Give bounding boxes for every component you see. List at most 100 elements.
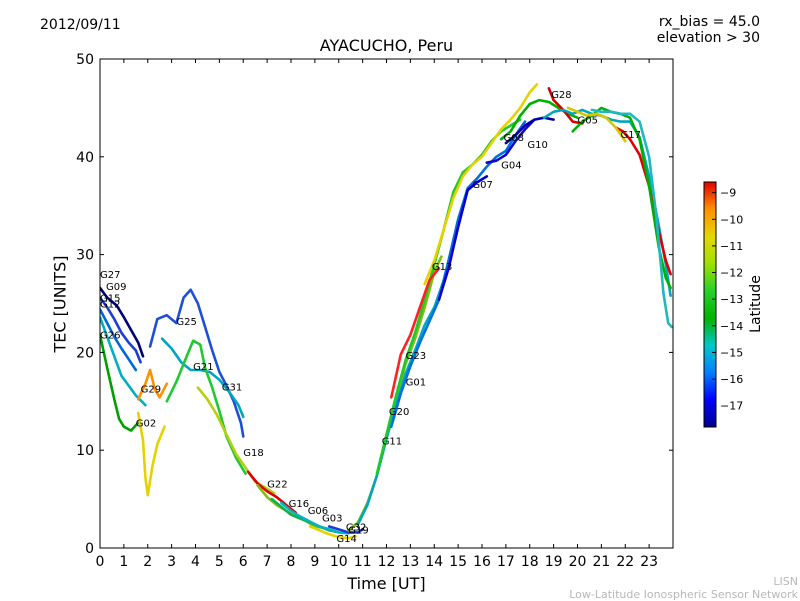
- chart-title: AYACUCHO, Peru: [319, 36, 454, 55]
- y-tick-label: 50: [76, 52, 94, 68]
- prn-label-G22: G22: [267, 479, 287, 490]
- x-tick-label: 19: [545, 554, 563, 570]
- prn-labels: G27G09G15G12G26G25G29G02G21G31G18G22G16G…: [100, 90, 641, 545]
- x-axis-label: Time [UT]: [347, 574, 426, 593]
- x-tick-label: 14: [425, 554, 443, 570]
- series-G07: [437, 175, 489, 301]
- series-G23: [390, 267, 441, 399]
- footer-acronym: LISN: [773, 575, 798, 588]
- prn-label-G28: G28: [551, 90, 571, 101]
- series-G04: [485, 118, 536, 164]
- x-tick-label: 1: [119, 554, 128, 570]
- prn-label-G16: G16: [289, 499, 309, 510]
- series-G15: [100, 308, 138, 372]
- prn-label-G06: G06: [308, 506, 328, 517]
- series-G13: [423, 83, 539, 286]
- colorbar-tick-label: −15: [720, 346, 743, 359]
- series-G09: [100, 296, 142, 364]
- y-tick-label: 30: [76, 248, 94, 264]
- x-tick-label: 21: [592, 554, 610, 570]
- y-tick-label: 40: [76, 150, 94, 166]
- prn-label-G04: G04: [501, 161, 521, 172]
- series-G03: [280, 501, 350, 535]
- prn-label-G11: G11: [382, 436, 402, 447]
- elevation-label: elevation > 30: [656, 30, 760, 46]
- colorbar-tick-label: −13: [720, 293, 743, 306]
- prn-label-G14: G14: [336, 534, 356, 545]
- footer-network: Low-Latitude Ionospheric Sensor Network: [569, 588, 798, 601]
- x-tick-label: 15: [449, 554, 467, 570]
- prn-label-G12: G12: [100, 299, 120, 310]
- prn-label-G18: G18: [243, 448, 263, 459]
- series-layer: [100, 83, 673, 540]
- x-tick-label: 4: [191, 554, 200, 570]
- prn-label-G19: G19: [348, 525, 368, 536]
- prn-label-G20: G20: [389, 407, 409, 418]
- prn-label-G31: G31: [222, 383, 242, 394]
- x-tick-label: 8: [287, 554, 296, 570]
- series-G02: [136, 411, 166, 497]
- colorbar-tick-label: −11: [720, 240, 743, 253]
- prn-label-G21: G21: [193, 362, 213, 373]
- x-tick-label: 10: [330, 554, 348, 570]
- x-tick-label: 0: [96, 554, 105, 570]
- x-tick-label: 9: [310, 554, 319, 570]
- bias-info: rx_bias = 45.0 elevation > 30: [657, 14, 760, 46]
- prn-label-G15: G15: [100, 294, 120, 305]
- series-G20: [375, 118, 522, 475]
- x-tick-label: 20: [569, 554, 587, 570]
- x-tick-label: 11: [354, 554, 372, 570]
- series-G33: [566, 106, 627, 143]
- prn-label-G09: G09: [106, 282, 126, 293]
- series-G29: [136, 368, 169, 401]
- prn-label-G02: G02: [136, 419, 156, 430]
- colorbar-tick-label: −14: [720, 320, 743, 333]
- series-G26: [100, 333, 140, 432]
- prn-label-G17: G17: [621, 130, 641, 141]
- colorbar-tick-label: −12: [720, 267, 743, 280]
- series-G24: [590, 108, 673, 329]
- series-G14: [308, 525, 357, 540]
- x-tick-label: 13: [401, 554, 419, 570]
- x-tick-label: 12: [378, 554, 396, 570]
- colorbar-tick-label: −10: [720, 213, 743, 226]
- prn-label-G23: G23: [406, 351, 426, 362]
- colorbar-ticks: −9 −10 −11 −12 −13 −14 −15 −16 −17: [712, 187, 743, 413]
- series-G01: [390, 120, 527, 428]
- x-tick-label: 2: [143, 554, 152, 570]
- x-tick-label: 7: [263, 554, 272, 570]
- axes: 0 1 2 3 4 5 6 7 8 9 10 11 12 13 14 15 16 17 18 19 20 21 22 2301…: [76, 52, 673, 570]
- prn-label-G13: G13: [432, 262, 452, 273]
- x-tick-label: 3: [167, 554, 176, 570]
- prn-label-G29: G29: [141, 385, 161, 396]
- series-G32: [327, 525, 364, 534]
- y-tick-label: 20: [76, 345, 94, 361]
- x-tick-label: 23: [640, 554, 658, 570]
- prn-label-G03: G03: [322, 514, 342, 525]
- y-tick-label: 10: [76, 443, 94, 459]
- colorbar-tick-label: −9: [720, 187, 736, 200]
- footer-credit: LISN Low-Latitude Ionospheric Sensor Net…: [569, 575, 798, 601]
- plot-frame: [99, 58, 674, 549]
- prn-label-G08: G08: [504, 133, 524, 144]
- prn-label-G26: G26: [100, 331, 120, 342]
- x-tick-label: 17: [497, 554, 515, 570]
- x-tick-label: 5: [215, 554, 224, 570]
- prn-label-G32: G32: [346, 522, 366, 533]
- rx-bias-label: rx_bias = 45.0: [658, 14, 760, 30]
- prn-label-G27: G27: [100, 270, 120, 281]
- series-G22: [246, 470, 298, 515]
- plot-date: 2012/09/11: [40, 17, 121, 33]
- series-G27: [100, 286, 145, 358]
- prn-label-G10: G10: [527, 140, 547, 151]
- prn-label-G01: G01: [406, 378, 426, 389]
- x-tick-label: 16: [473, 554, 491, 570]
- x-tick-label: 18: [521, 554, 539, 570]
- colorbar: [703, 181, 717, 428]
- series-G19: [347, 255, 443, 532]
- y-tick-label: 0: [85, 541, 94, 557]
- prn-label-G25: G25: [176, 317, 196, 328]
- series-G17: [614, 126, 672, 276]
- colorbar-tick-label: −17: [720, 400, 743, 413]
